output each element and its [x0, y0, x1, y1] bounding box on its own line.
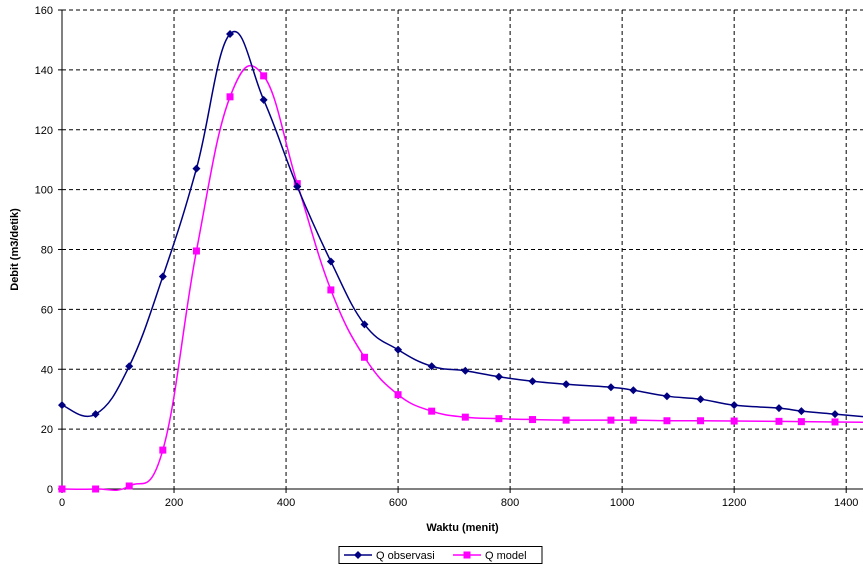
data-point-diamond: [562, 380, 571, 389]
data-point-square: [831, 418, 839, 426]
y-tick-label: 100: [35, 185, 53, 197]
x-axis-label: Waktu (menit): [426, 522, 499, 534]
y-tick-label: 160: [35, 5, 53, 17]
data-point-diamond: [360, 320, 369, 329]
data-point-diamond: [797, 407, 806, 416]
x-tick-label: 400: [277, 497, 295, 509]
data-point-diamond: [293, 182, 302, 191]
data-point-diamond: [158, 272, 167, 281]
y-tick-label: 60: [41, 304, 53, 316]
data-point-diamond: [629, 386, 638, 395]
legend-item: Q model: [453, 550, 527, 562]
data-point-square: [58, 485, 66, 493]
data-point-diamond: [696, 395, 705, 404]
series-q-observasi: [58, 29, 863, 419]
data-point-square: [562, 416, 570, 424]
data-point-diamond: [427, 362, 436, 371]
data-point-square: [92, 485, 100, 493]
legend-label: Q observasi: [376, 550, 435, 562]
data-point-diamond: [528, 377, 537, 386]
data-point-square: [495, 415, 503, 423]
y-tick-label: 20: [41, 424, 53, 436]
x-tick-label: 0: [59, 497, 65, 509]
data-point-square: [428, 407, 436, 415]
data-point-diamond: [774, 404, 783, 413]
x-tick-label: 800: [501, 497, 519, 509]
data-point-square: [663, 417, 671, 425]
data-point-diamond: [662, 392, 671, 401]
data-point-diamond: [606, 383, 615, 392]
legend-box: [338, 546, 543, 564]
data-point-square: [394, 391, 402, 399]
series-layer: [58, 29, 863, 493]
y-tick-label: 140: [35, 65, 53, 77]
data-point-square: [327, 286, 335, 294]
legend-label: Q model: [485, 550, 527, 562]
data-point-diamond: [259, 95, 268, 104]
data-point-diamond: [326, 257, 335, 266]
data-point-square: [607, 416, 615, 424]
data-point-diamond: [125, 362, 134, 371]
y-tick-label: 80: [41, 245, 53, 257]
axes: 0 20 40 60 80 100 120 140 160 0 200 400 600 800 1000 12…: [35, 5, 863, 509]
data-point-diamond: [226, 29, 235, 38]
data-point-diamond: [192, 164, 201, 173]
series-line: [61, 30, 863, 418]
y-tick-label: 120: [35, 125, 53, 137]
data-point-square: [629, 416, 637, 424]
data-point-square: [159, 446, 167, 454]
legend-marker: [354, 551, 362, 559]
x-tick-label: 1400: [834, 497, 858, 509]
x-tick-label: 600: [389, 497, 407, 509]
data-point-diamond: [58, 401, 66, 410]
series-q-model: [58, 65, 863, 493]
x-tick-label: 200: [165, 497, 183, 509]
legend: Q observasi Q model: [338, 546, 543, 564]
data-point-square: [730, 417, 738, 425]
x-tick-label: 1000: [610, 497, 634, 509]
data-point-diamond: [730, 401, 739, 410]
data-point-diamond: [494, 372, 503, 381]
data-point-square: [125, 482, 133, 490]
data-point-square: [461, 413, 469, 421]
y-tick-label: 0: [47, 484, 53, 496]
y-tick-label: 40: [41, 364, 53, 376]
data-point-square: [797, 418, 805, 426]
data-point-square: [192, 247, 200, 255]
legend-marker: [463, 551, 471, 559]
y-axis-label: Debit (m3/detik): [9, 208, 21, 291]
data-point-square: [775, 417, 783, 425]
data-point-square: [260, 72, 268, 80]
data-point-square: [226, 93, 234, 101]
data-point-diamond: [91, 410, 100, 419]
x-tick-label: 1200: [722, 497, 746, 509]
data-point-square: [697, 417, 705, 425]
data-point-diamond: [461, 366, 470, 375]
data-point-diamond: [394, 345, 403, 354]
data-point-diamond: [830, 410, 839, 419]
data-point-square: [529, 416, 537, 424]
data-point-square: [360, 353, 368, 361]
legend-item: Q observasi: [344, 550, 435, 562]
